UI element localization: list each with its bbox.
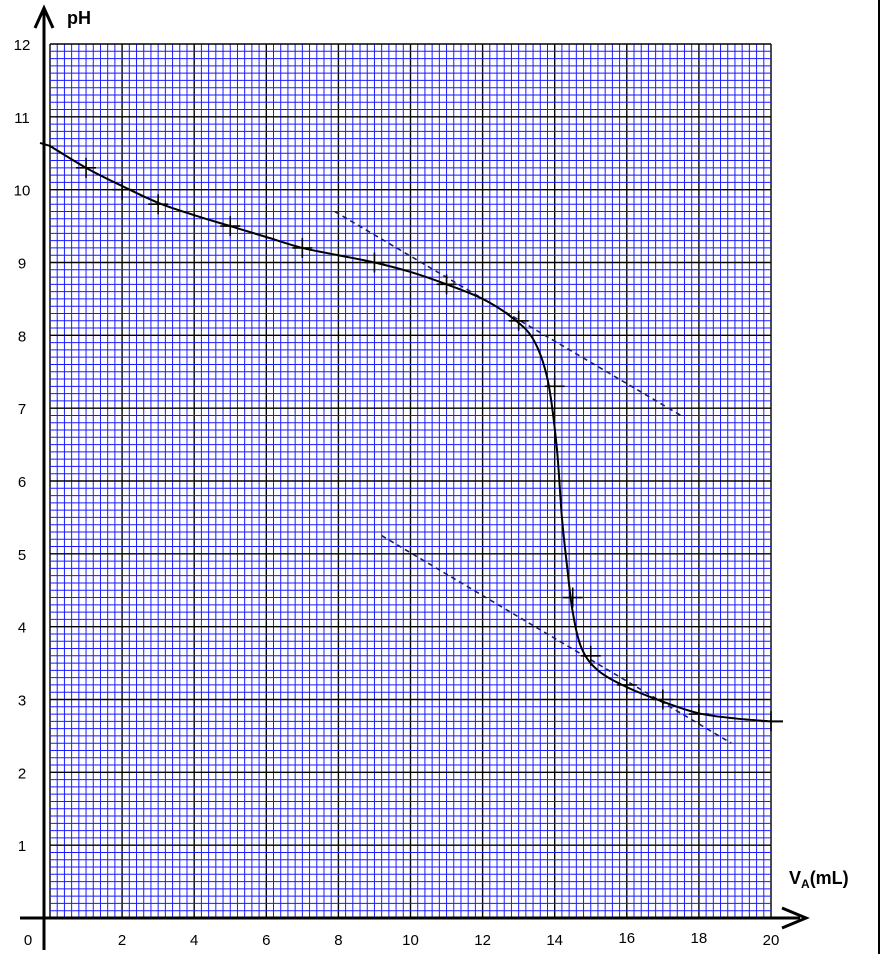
x-tick-label: 16 [618,930,635,947]
x-tick-label: 10 [402,932,419,949]
x-axis-arrow-icon [781,906,810,930]
data-point-marker [436,274,457,295]
data-point-marker [364,252,385,273]
page-right-border [878,0,880,954]
y-tick-label: 12 [14,37,31,54]
y-tick-label: 11 [14,110,30,127]
data-point-marker [761,711,781,732]
y-tick-label: 8 [18,328,26,345]
y-tick-label: 10 [14,183,31,200]
data-point-marker [148,194,169,215]
x-tick-label: 12 [474,932,491,949]
axes [20,4,810,950]
titration-curve [39,142,783,723]
data-point-marker [220,216,241,237]
x-axis-title-subscript: A [801,877,810,891]
data-point-marker [652,689,673,710]
data-point-marker [688,704,709,725]
x-axis-title-unit: (mL) [810,868,849,888]
y-tick-label: 1 [18,838,26,855]
data-point-marker [112,179,133,200]
y-tick-label: 4 [18,620,26,637]
data-point-marker [562,587,583,608]
graph-paper-grid [49,43,772,919]
x-tick-label: 4 [190,932,198,949]
x-tick-label: 2 [118,932,126,949]
data-point-marker [544,376,565,397]
y-axis-arrow-icon [33,4,55,29]
y-tick-label: 5 [18,547,26,564]
tangent-line [381,534,732,744]
y-tick-label: 9 [18,256,26,273]
x-axis-title: VA(mL) [789,868,849,891]
x-tick-label: 6 [262,932,270,949]
x-axis-title-main: V [789,868,801,888]
data-markers [76,157,781,732]
y-axis-title: pH [67,8,91,28]
x-tick-label: 14 [546,932,563,949]
y-tick-label: 7 [18,401,26,418]
data-point-marker [508,310,529,331]
data-point-marker [616,674,637,695]
y-tick-label: 6 [18,474,26,491]
x-tick-label: 8 [334,932,342,949]
y-tick-label: 2 [18,765,26,782]
data-point-marker [76,157,97,178]
origin-label: 0 [24,932,32,949]
x-tick-label: 20 [763,932,780,949]
y-tick-label: 3 [18,693,26,710]
data-point-marker [580,645,601,666]
x-tick-label: 18 [691,930,708,947]
data-point-marker [292,237,313,258]
